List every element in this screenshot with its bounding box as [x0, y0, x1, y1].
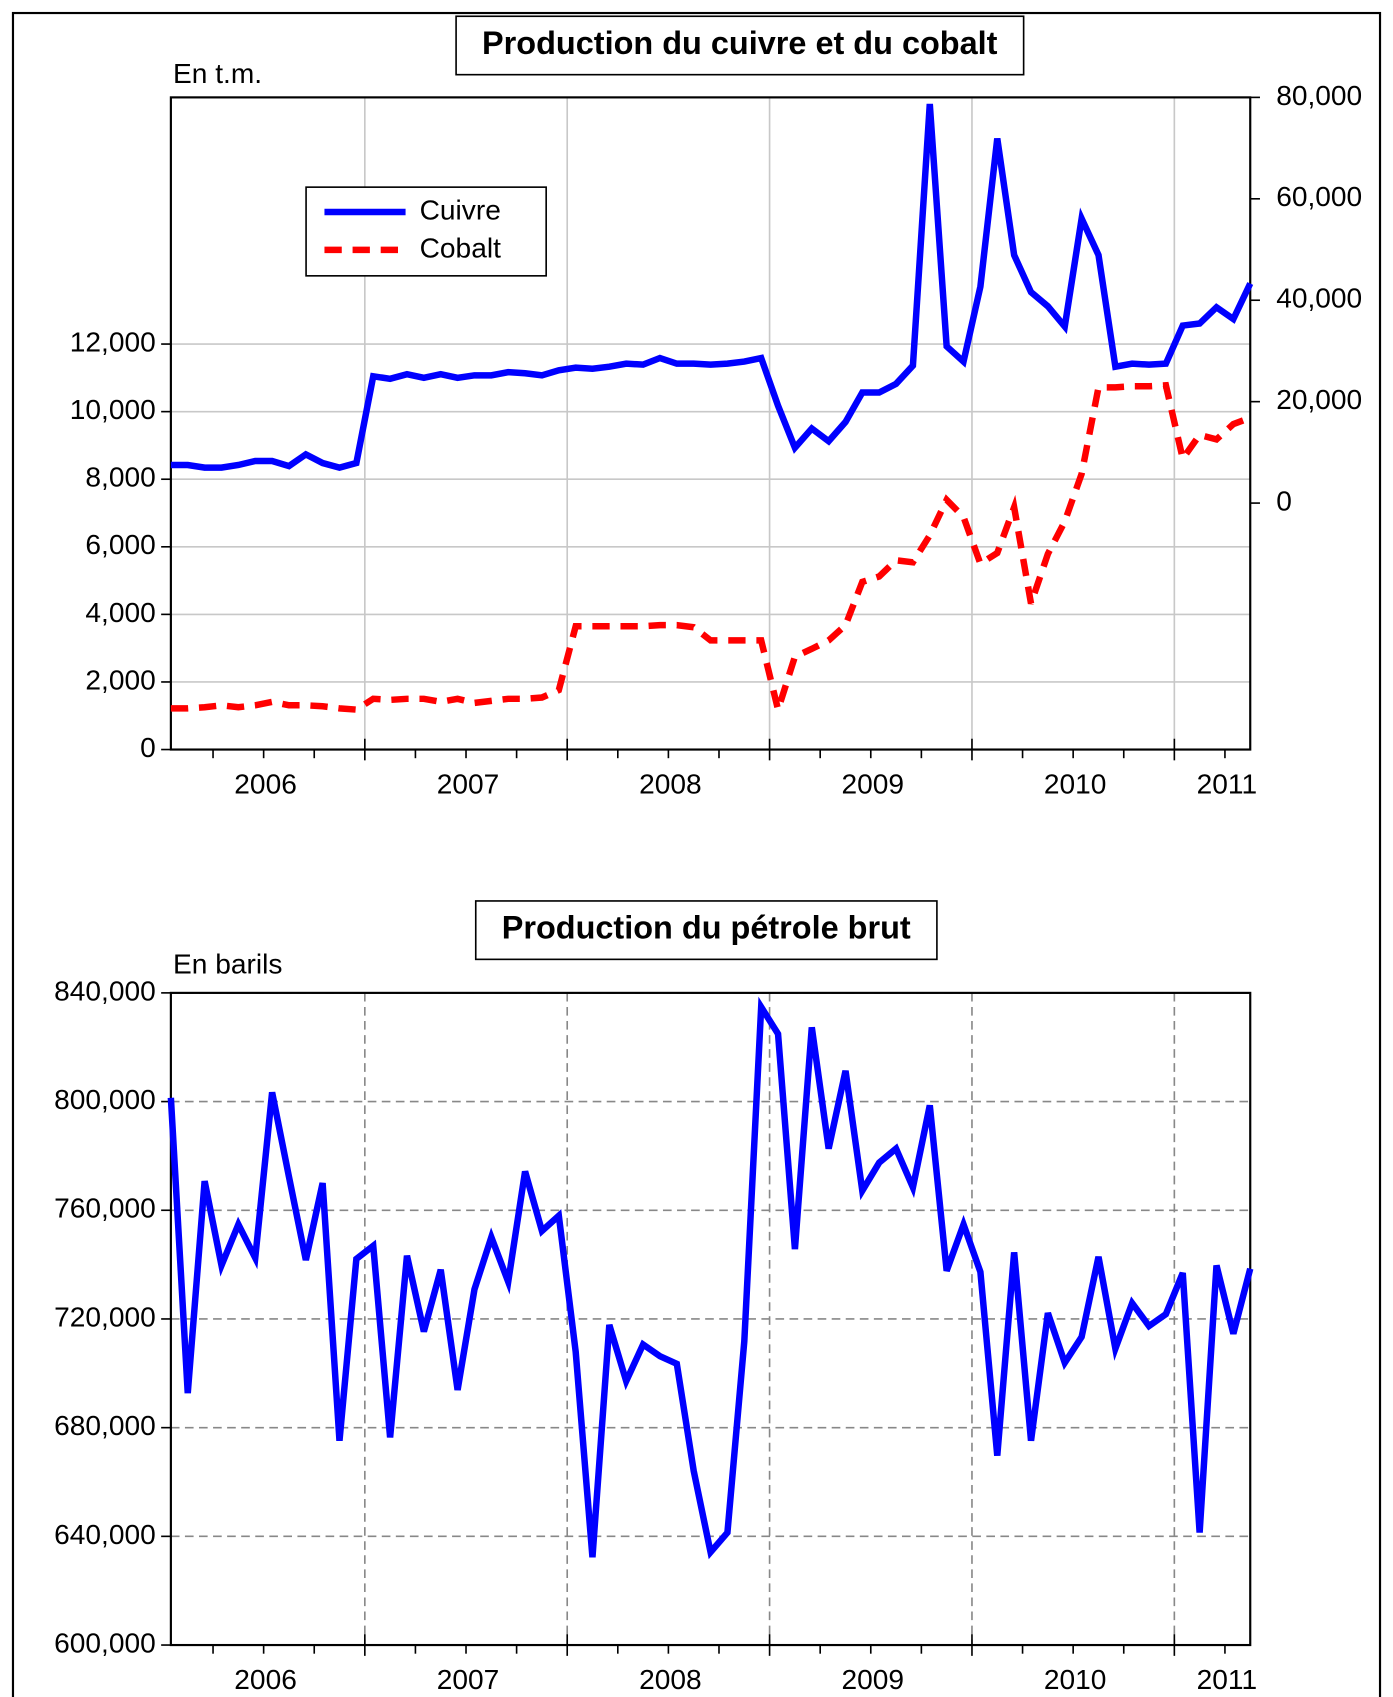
- y-tick-label: 800,000: [54, 1084, 156, 1115]
- x-tick-label: 2011: [1197, 1664, 1257, 1695]
- x-tick-label: 2008: [639, 1664, 702, 1695]
- series-line: [170, 381, 1252, 722]
- title-box: [455, 15, 1025, 76]
- x-tick-label: 2006: [234, 1664, 297, 1695]
- x-tick-label: 2006: [234, 769, 297, 800]
- chart-title: Production du cuivre et du cobalt: [482, 25, 998, 61]
- y-tick-label: 12,000: [70, 326, 156, 357]
- y-tick-label: 6,000: [85, 529, 155, 560]
- y-axis-label: En t.m.: [173, 58, 262, 89]
- x-tick-label: 2008: [639, 769, 702, 800]
- y2-tick-label: 60,000: [1276, 181, 1362, 212]
- y-axis-label: En barils: [173, 948, 282, 979]
- x-tick-label: 2010: [1044, 769, 1107, 800]
- plot-frame: [169, 96, 1252, 751]
- x-tick-label: 2007: [437, 769, 500, 800]
- figure-frame: [11, 11, 1382, 1697]
- plot-frame: [169, 991, 1252, 1647]
- x-tick-label: 2009: [841, 769, 904, 800]
- chart-title: Production du pétrole brut: [502, 910, 911, 946]
- y-tick-label: 8,000: [85, 462, 155, 493]
- series-line: [167, 996, 1254, 1560]
- y-tick-label: 640,000: [54, 1519, 156, 1550]
- y-tick-label: 720,000: [54, 1301, 156, 1332]
- y-tick-label: 840,000: [54, 975, 156, 1006]
- legend-label: Cobalt: [420, 232, 501, 263]
- y-tick-label: 0: [140, 732, 156, 763]
- y2-tick-label: 80,000: [1276, 80, 1362, 111]
- y-tick-label: 4,000: [85, 597, 155, 628]
- title-box: [474, 900, 938, 961]
- y-tick-label: 680,000: [54, 1410, 156, 1441]
- series-line: [170, 103, 1254, 471]
- y-tick-label: 600,000: [54, 1627, 156, 1658]
- x-tick-label: 2007: [437, 1664, 500, 1695]
- y-tick-label: 760,000: [54, 1193, 156, 1224]
- x-tick-label: 2010: [1044, 1664, 1107, 1695]
- x-tick-label: 2011: [1197, 769, 1257, 800]
- y2-tick-label: 0: [1276, 486, 1292, 517]
- y2-tick-label: 20,000: [1276, 384, 1362, 415]
- legend-box: [305, 186, 547, 277]
- y-tick-label: 2,000: [85, 664, 155, 695]
- x-tick-label: 2009: [841, 1664, 904, 1695]
- y2-tick-label: 40,000: [1276, 283, 1362, 314]
- legend-label: Cuivre: [420, 194, 501, 225]
- y-tick-label: 10,000: [70, 394, 156, 425]
